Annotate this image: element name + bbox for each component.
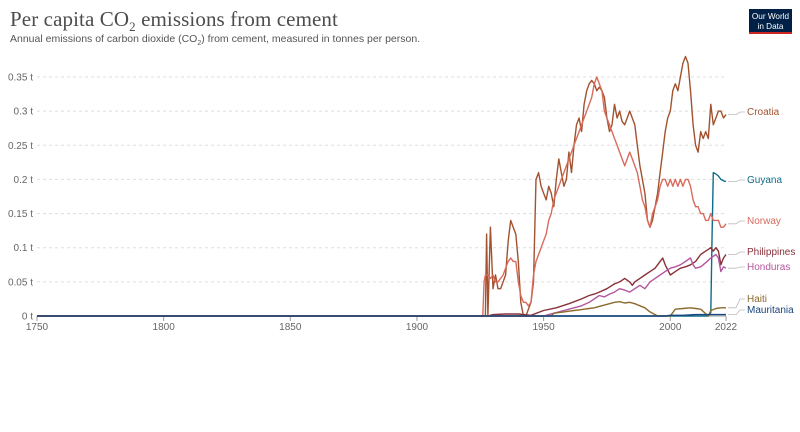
series-label-croatia[interactable]: Croatia — [747, 107, 780, 118]
series-line-haiti[interactable] — [37, 301, 726, 317]
series-line-mauritania[interactable] — [37, 313, 726, 317]
series-line-philippines[interactable] — [37, 247, 727, 317]
y-tick-label: 0.35 t — [8, 73, 33, 84]
chart-subtitle: Annual emissions of carbon dioxide (CO2)… — [10, 33, 421, 48]
y-tick-label: 0.05 t — [8, 277, 33, 288]
label-connector — [728, 309, 745, 315]
label-connector — [728, 220, 745, 225]
x-tick-label: 2000 — [659, 322, 682, 333]
y-tick-label: 0.3 t — [14, 107, 34, 118]
series-line-croatia[interactable] — [37, 55, 727, 317]
y-tick-label: 0 t — [22, 312, 33, 323]
series-label-honduras[interactable]: Honduras — [747, 262, 790, 273]
label-connector — [728, 298, 745, 309]
x-tick-label: 1800 — [153, 322, 176, 333]
chart-title: Per capita CO2 emissions from cement — [10, 7, 338, 35]
y-axis-ticks: 0 t 0.05 t 0.1 t 0.15 t 0.2 t 0.25 t 0.3 t 0.35… — [8, 73, 33, 323]
logo-accent-bar — [749, 32, 792, 34]
series-label-mauritania[interactable]: Mauritania — [747, 305, 794, 316]
x-tick-label: 1850 — [279, 322, 302, 333]
x-tick-label: 1900 — [406, 322, 429, 333]
x-axis-ticks: 1750 1800 1850 1900 1950 2000 2022 — [26, 316, 738, 333]
series-line-norway[interactable] — [37, 76, 727, 317]
series-label-norway[interactable]: Norway — [747, 216, 781, 227]
y-tick-label: 0.15 t — [8, 209, 33, 220]
label-connector — [728, 111, 745, 115]
series-label-philippines[interactable]: Philippines — [747, 247, 795, 258]
owid-logo[interactable]: Our World in Data — [749, 9, 792, 34]
label-connector — [728, 251, 745, 255]
series-label-haiti[interactable]: Haiti — [747, 294, 767, 305]
series-label-guyana[interactable]: Guyana — [747, 175, 782, 186]
y-tick-label: 0.25 t — [8, 141, 33, 152]
x-tick-label: 1750 — [26, 322, 49, 333]
label-connector — [728, 179, 745, 182]
series-line-guyana[interactable] — [37, 171, 727, 317]
logo-line-2: in Data — [757, 21, 784, 31]
x-tick-label: 1950 — [532, 322, 555, 333]
x-tick-label: 2022 — [715, 322, 738, 333]
series-lines — [37, 55, 727, 317]
series-labels: Croatia Guyana Norway Philippines Honduras Ha… — [728, 107, 795, 316]
label-connector — [728, 266, 745, 269]
y-tick-label: 0.2 t — [14, 175, 34, 186]
series-line-honduras[interactable] — [37, 253, 727, 317]
y-tick-label: 0.1 t — [14, 243, 34, 254]
logo-line-1: Our World — [751, 12, 790, 21]
